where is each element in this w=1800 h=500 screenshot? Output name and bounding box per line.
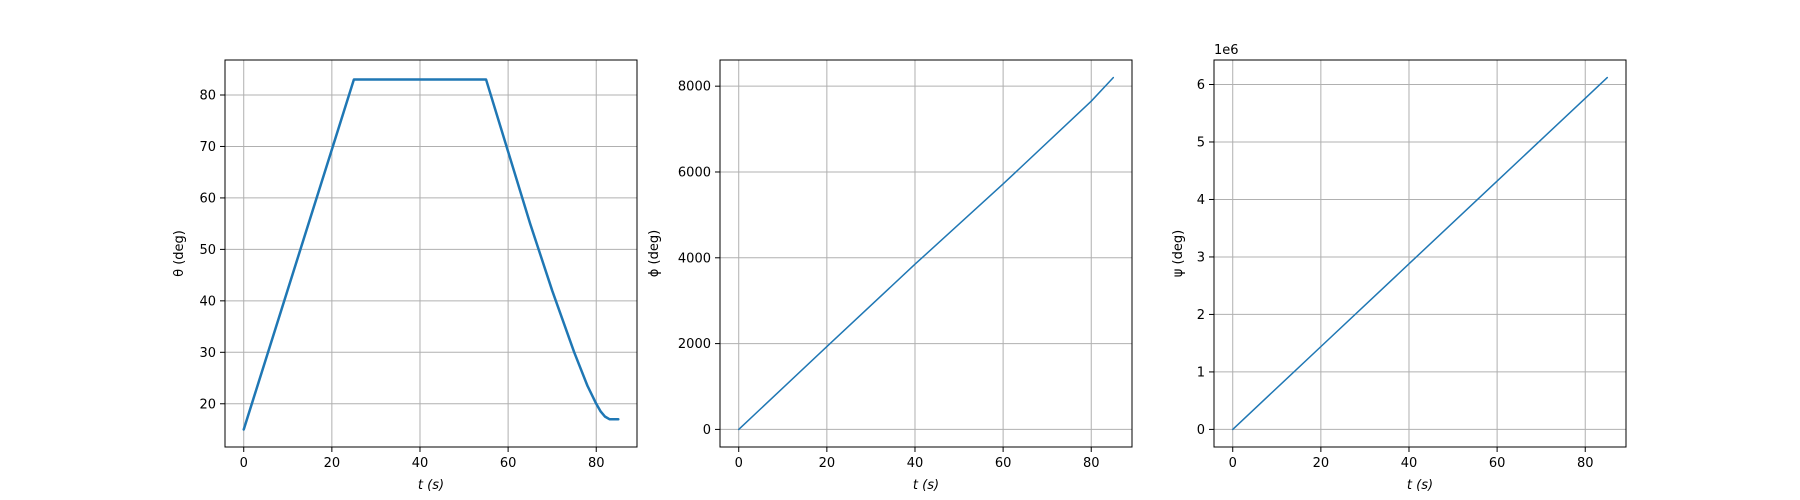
y-tick-label: 6 — [1197, 78, 1205, 93]
subplot-2: 0 20 40 60 80 0 2000 4000 6000 8000 t (s) ϕ (deg) — [647, 59, 1133, 493]
x-tick-label: 0 — [1229, 456, 1237, 471]
x-tick-label: 40 — [907, 456, 924, 471]
x-tick-label: 60 — [500, 456, 517, 471]
x-tick-label: 0 — [735, 456, 743, 471]
axes-frame — [719, 59, 1133, 448]
y-tick-label: 2000 — [678, 337, 711, 352]
x-axis-label: t (s) — [913, 478, 939, 493]
y-tick-label: 0 — [703, 423, 711, 438]
y-tick-label: 60 — [199, 191, 216, 206]
x-tick-label: 20 — [819, 456, 836, 471]
y-tick-label: 40 — [199, 294, 216, 309]
y-tick-label: 0 — [1197, 423, 1205, 438]
x-axis-label: t (s) — [418, 478, 444, 493]
x-tick-label: 80 — [1577, 456, 1594, 471]
y-tick-label: 2 — [1197, 308, 1205, 323]
x-tick-label: 40 — [1401, 456, 1418, 471]
subplot-3: 0 20 40 60 80 0 1 2 3 4 5 6 t (s) ψ (deg) 1e6 — [1171, 43, 1627, 493]
y-tick-label: 5 — [1197, 135, 1205, 150]
y-axis-multiplier: 1e6 — [1214, 43, 1239, 58]
x-tick-label: 80 — [588, 456, 605, 471]
x-tick-label: 60 — [995, 456, 1012, 471]
y-axis-label: θ (deg) — [172, 230, 187, 277]
x-tick-label: 20 — [1313, 456, 1330, 471]
y-tick-label: 6000 — [678, 165, 711, 180]
subplot-1: 0 20 40 60 80 20 30 40 50 60 70 80 t (s) θ (deg) — [172, 59, 638, 493]
y-tick-label: 30 — [199, 346, 216, 361]
y-tick-label: 4 — [1197, 193, 1205, 208]
x-axis-label: t (s) — [1407, 478, 1433, 493]
series-line — [1231, 76, 1609, 431]
x-tick-label: 40 — [412, 456, 429, 471]
x-tick-label: 80 — [1083, 456, 1100, 471]
y-tick-label: 80 — [199, 88, 216, 103]
y-tick-label: 70 — [199, 140, 216, 155]
y-tick-label: 3 — [1197, 250, 1205, 265]
y-tick-label: 8000 — [678, 80, 711, 95]
series-line — [242, 78, 620, 431]
y-tick-label: 1 — [1197, 365, 1205, 380]
x-tick-label: 0 — [240, 456, 248, 471]
y-axis-label: ϕ (deg) — [647, 230, 662, 277]
axes-frame — [1213, 59, 1627, 448]
y-tick-label: 20 — [199, 397, 216, 412]
axes-frame — [224, 59, 638, 448]
y-tick-label: 50 — [199, 243, 216, 258]
y-tick-label: 4000 — [678, 251, 711, 266]
series-line — [737, 76, 1115, 431]
x-tick-label: 60 — [1489, 456, 1506, 471]
x-tick-label: 20 — [324, 456, 341, 471]
y-axis-label: ψ (deg) — [1171, 230, 1186, 277]
